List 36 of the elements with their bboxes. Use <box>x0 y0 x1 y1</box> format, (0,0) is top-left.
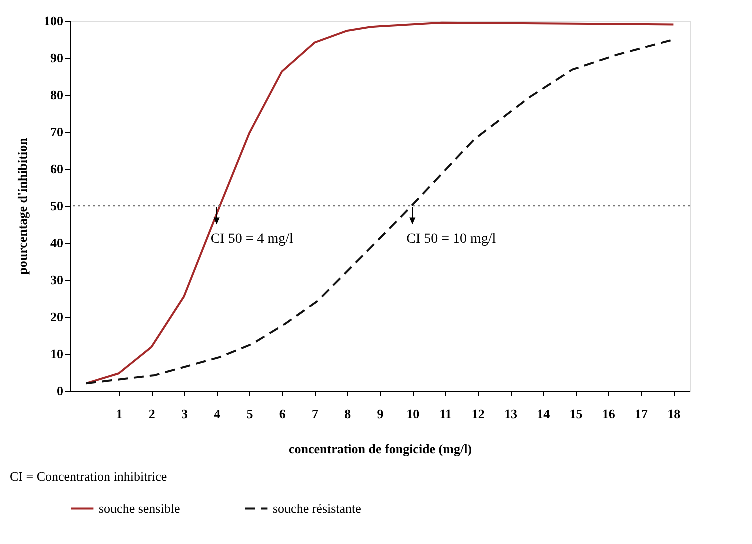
x-tick-label: 18 <box>668 406 682 422</box>
x-tick-label: 6 <box>279 406 286 422</box>
y-tick-label: 0 <box>57 384 64 398</box>
x-tick-label: 13 <box>504 406 518 422</box>
y-tick-label: 20 <box>50 310 64 324</box>
y-tick-label: 60 <box>50 162 64 176</box>
x-tick-label: 5 <box>246 406 254 422</box>
x-tick-label: 1 <box>116 406 123 422</box>
x-tick-label: 14 <box>537 406 551 422</box>
y-tick-label: 10 <box>50 346 64 362</box>
y-tick-label: 40 <box>50 236 64 250</box>
y-tick-label: 50 <box>50 198 64 214</box>
y-axis-title: pourcentage d'inhibition <box>15 137 30 275</box>
y-tick-label: 80 <box>50 88 64 102</box>
y-tick-label: 100 <box>44 14 64 28</box>
text: CI = Concentration inhibitrice <box>10 469 168 484</box>
y-tick-label: 90 <box>50 50 64 66</box>
x-tick-label: 2 <box>148 406 156 422</box>
x-tick-label: 9 <box>377 406 384 422</box>
x-tick-label: 16 <box>602 406 616 422</box>
y-tick-label: 30 <box>50 272 64 288</box>
x-tick-label: 11 <box>440 406 452 422</box>
annotation: CI 50 = 4 mg/l <box>210 232 294 247</box>
x-tick-label: 15 <box>570 406 584 422</box>
annotation: CI 50 = 10 mg/l <box>406 232 496 247</box>
x-tick-label: 17 <box>635 406 649 422</box>
x-tick-label: 12 <box>472 406 485 422</box>
x-tick-label: 7 <box>312 406 319 422</box>
legend-label: souche sensible <box>99 500 180 516</box>
legend-label: souche résistante <box>273 500 362 516</box>
y-tick-label: 70 <box>50 124 64 140</box>
x-tick-label: 8 <box>344 406 352 422</box>
x-tick-label: 4 <box>214 406 222 422</box>
x-tick-label: 3 <box>181 406 188 422</box>
x-axis-title: concentration de fongicide (mg/l) <box>288 442 472 456</box>
x-tick-label: 10 <box>406 406 420 422</box>
